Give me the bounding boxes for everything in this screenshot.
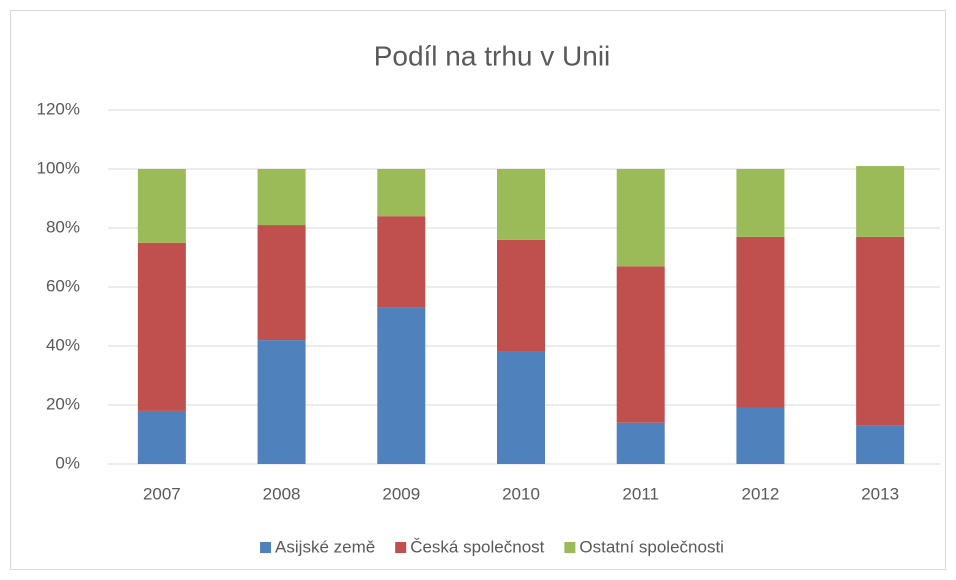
bar-segment	[257, 225, 306, 341]
legend-swatch	[260, 542, 272, 553]
y-tick-label: 120%	[37, 99, 80, 118]
legend-label: Česká společnost	[410, 537, 544, 556]
legend-label: Ostatní společnosti	[579, 537, 724, 556]
bar-segment	[257, 169, 306, 226]
bar-segment	[616, 169, 665, 267]
x-tick-label: 2013	[861, 484, 899, 503]
bar-segment	[497, 239, 545, 352]
y-tick-label: 100%	[37, 158, 80, 177]
legend-swatch	[564, 542, 576, 553]
legend-label: Asijské země	[275, 537, 375, 556]
bar-segment	[257, 340, 306, 464]
bar-segment	[137, 242, 186, 411]
bar-segment	[497, 169, 545, 240]
bar-segment	[736, 236, 785, 408]
y-tick-label: 40%	[46, 335, 80, 354]
y-tick-label: 80%	[46, 217, 80, 236]
y-tick-label: 20%	[46, 394, 80, 413]
x-tick-label: 2010	[502, 484, 540, 503]
bar-segment	[616, 266, 665, 423]
bar-segment	[856, 166, 905, 237]
bar-segment	[377, 216, 426, 308]
bar-segment	[616, 422, 665, 464]
bar-segment	[856, 236, 905, 426]
y-tick-label: 60%	[46, 276, 80, 295]
bar-segment	[497, 351, 545, 464]
bar-segment	[137, 169, 186, 243]
bar-segment	[856, 425, 905, 464]
x-tick-label: 2008	[263, 484, 301, 503]
x-tick-label: 2012	[742, 484, 780, 503]
bar-segment	[377, 307, 426, 464]
chart-title: Podíl na trhu v Unii	[374, 40, 611, 71]
x-tick-label: 2009	[382, 484, 420, 503]
x-tick-label: 2007	[143, 484, 181, 503]
bar-segment	[377, 169, 426, 217]
bar-segment	[736, 407, 785, 464]
bar-segment	[736, 169, 785, 237]
bar-segment	[137, 410, 186, 464]
x-tick-label: 2011	[622, 484, 659, 503]
legend-swatch	[395, 542, 407, 553]
y-tick-label: 0%	[55, 453, 80, 472]
